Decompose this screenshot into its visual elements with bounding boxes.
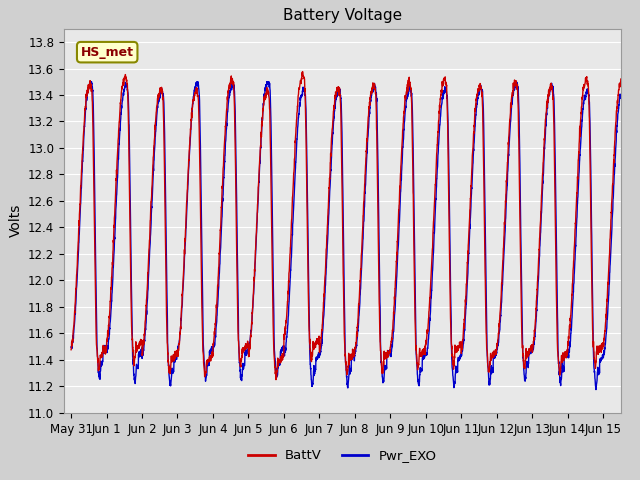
Text: HS_met: HS_met [81, 46, 134, 59]
Title: Battery Voltage: Battery Voltage [283, 9, 402, 24]
Y-axis label: Volts: Volts [8, 204, 22, 238]
Legend: BattV, Pwr_EXO: BattV, Pwr_EXO [243, 444, 442, 468]
